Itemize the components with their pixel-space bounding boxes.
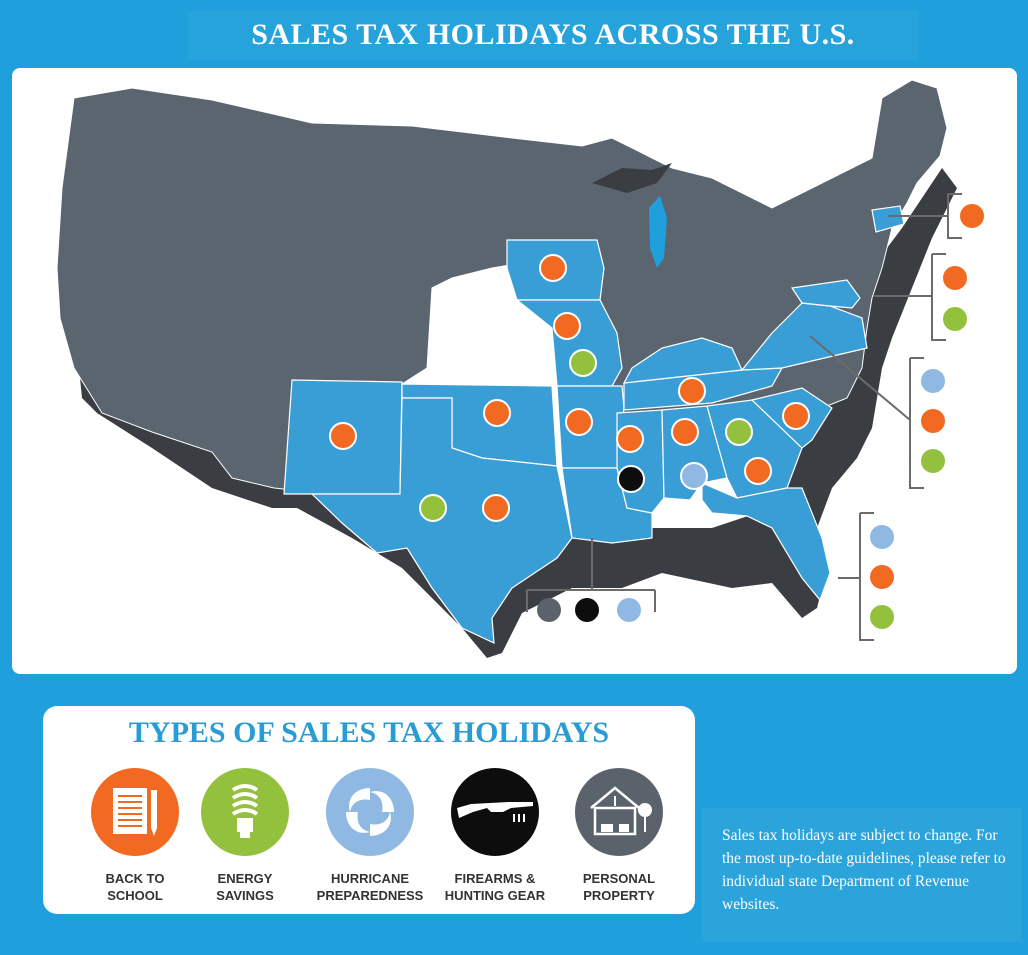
marker-iowa-back-to-school	[539, 254, 567, 282]
callout-lines	[526, 193, 962, 641]
callout-fl-back-to-school	[870, 565, 894, 589]
state-mississippi	[616, 409, 665, 514]
marker-mississippi-back-to-school	[616, 425, 644, 453]
callout-fl-energy	[870, 605, 894, 629]
legend-item-hurricane-preparedness: HURRICANE PREPAREDNESS	[308, 768, 432, 904]
marker-oklahoma-back-to-school	[483, 399, 511, 427]
callout-ct-back-to-school	[960, 204, 984, 228]
legend-item-personal-property: PERSONAL PROPERTY	[557, 768, 681, 904]
legend-label: BACK TO SCHOOL	[105, 871, 165, 903]
callout-md-energy	[943, 307, 967, 331]
callout-va-hurricane	[921, 369, 945, 393]
disclaimer-text: Sales tax holidays are subject to change…	[722, 827, 1006, 913]
callout-fl-hurricane	[870, 525, 894, 549]
house-furniture-icon	[575, 768, 663, 856]
disclaimer-box: Sales tax holidays are subject to change…	[702, 808, 1022, 942]
light-bulb-icon	[201, 768, 289, 856]
state-kentucky	[622, 337, 743, 384]
marker-missouri-energy	[569, 349, 597, 377]
marker-new-mexico-back-to-school	[329, 422, 357, 450]
legend-panel: TYPES OF SALES TAX HOLIDAYS BACK TO SCHO…	[43, 706, 695, 914]
map-panel	[12, 68, 1017, 674]
state-texas	[310, 397, 573, 644]
marker-alabama-hurricane	[680, 462, 708, 490]
callout-md-back-to-school	[943, 266, 967, 290]
lake-michigan	[649, 196, 667, 268]
callout-va-back-to-school	[921, 409, 945, 433]
marker-alabama-back-to-school	[671, 418, 699, 446]
state-virginia	[740, 302, 868, 371]
legend-label: ENERGY SAVINGS	[216, 871, 274, 903]
marker-missouri-back-to-school	[553, 312, 581, 340]
callout-la-hurricane	[617, 598, 641, 622]
marker-texas-energy	[419, 494, 447, 522]
marker-tennessee-back-to-school	[678, 377, 706, 405]
legend-label: HURRICANE PREPAREDNESS	[316, 871, 424, 903]
hurricane-icon	[326, 768, 414, 856]
map-shadow	[74, 168, 957, 658]
legend-item-back-to-school: BACK TO SCHOOL	[73, 768, 197, 904]
state-markers	[329, 254, 810, 522]
legend-label: FIREARMS & HUNTING GEAR	[444, 871, 546, 903]
state-maryland	[790, 279, 861, 309]
marker-mississippi-firearms	[617, 465, 645, 493]
state-florida	[701, 482, 831, 602]
marker-arkansas-back-to-school	[565, 408, 593, 436]
callout-la-firearms	[575, 598, 599, 622]
callout-va-energy	[921, 449, 945, 473]
rifle-icon	[451, 768, 539, 856]
callout-markers	[537, 204, 984, 629]
lake-superior	[592, 163, 672, 193]
legend-item-energy-savings: ENERGY SAVINGS	[183, 768, 307, 904]
legend-label: PERSONAL PROPERTY	[582, 871, 656, 903]
notebook-pencil-icon	[91, 768, 179, 856]
callout-la-personal-property	[537, 598, 561, 622]
us-map	[56, 79, 984, 658]
marker-south-carolina-back-to-school	[782, 402, 810, 430]
marker-georgia-energy	[725, 418, 753, 446]
page-title: SALES TAX HOLIDAYS ACROSS THE U.S.	[251, 18, 855, 51]
state-connecticut	[871, 205, 905, 233]
legend-item-firearms-hunting-gear: FIREARMS & HUNTING GEAR	[433, 768, 557, 904]
marker-georgia-back-to-school	[744, 457, 772, 485]
marker-texas-back-to-school	[482, 494, 510, 522]
legend-title: TYPES OF SALES TAX HOLIDAYS	[128, 716, 610, 749]
title-bar: SALES TAX HOLIDAYS ACROSS THE U.S.	[188, 10, 918, 60]
